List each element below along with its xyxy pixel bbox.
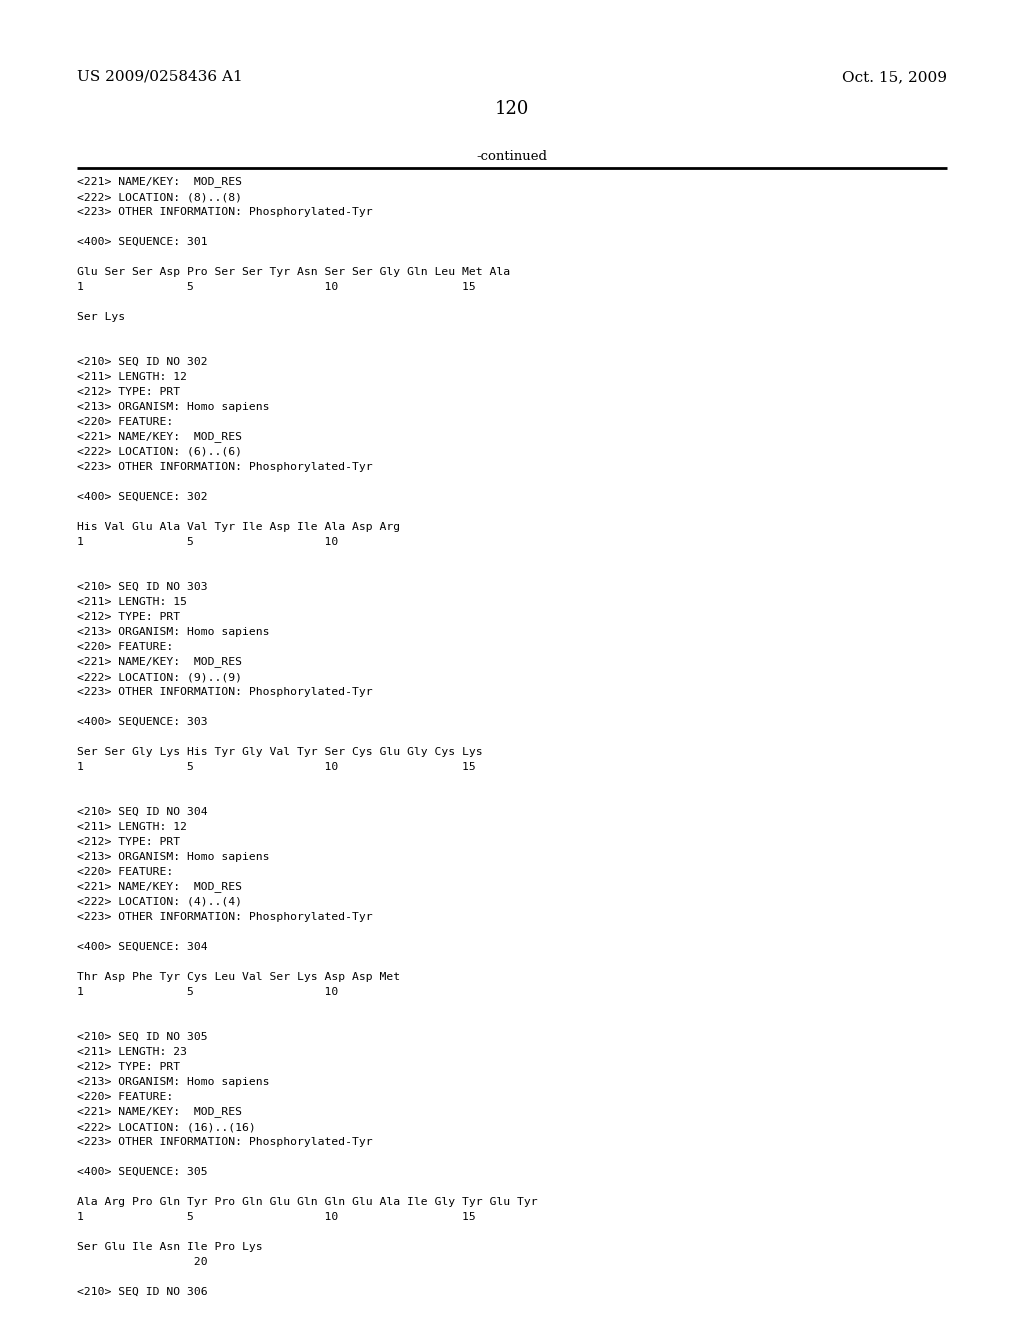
Text: <210> SEQ ID NO 302: <210> SEQ ID NO 302 (77, 356, 208, 367)
Text: <212> TYPE: PRT: <212> TYPE: PRT (77, 837, 180, 847)
Text: <220> FEATURE:: <220> FEATURE: (77, 417, 173, 426)
Text: <400> SEQUENCE: 305: <400> SEQUENCE: 305 (77, 1167, 208, 1177)
Text: Glu Ser Ser Asp Pro Ser Ser Tyr Asn Ser Ser Gly Gln Leu Met Ala: Glu Ser Ser Asp Pro Ser Ser Tyr Asn Ser … (77, 267, 510, 277)
Text: Ser Glu Ile Asn Ile Pro Lys: Ser Glu Ile Asn Ile Pro Lys (77, 1242, 262, 1251)
Text: <220> FEATURE:: <220> FEATURE: (77, 642, 173, 652)
Text: <223> OTHER INFORMATION: Phosphorylated-Tyr: <223> OTHER INFORMATION: Phosphorylated-… (77, 1137, 373, 1147)
Text: <400> SEQUENCE: 304: <400> SEQUENCE: 304 (77, 942, 208, 952)
Text: <211> LENGTH: 15: <211> LENGTH: 15 (77, 597, 187, 607)
Text: <221> NAME/KEY:  MOD_RES: <221> NAME/KEY: MOD_RES (77, 656, 242, 667)
Text: <223> OTHER INFORMATION: Phosphorylated-Tyr: <223> OTHER INFORMATION: Phosphorylated-… (77, 686, 373, 697)
Text: <221> NAME/KEY:  MOD_RES: <221> NAME/KEY: MOD_RES (77, 1106, 242, 1117)
Text: <221> NAME/KEY:  MOD_RES: <221> NAME/KEY: MOD_RES (77, 432, 242, 442)
Text: <222> LOCATION: (6)..(6): <222> LOCATION: (6)..(6) (77, 447, 242, 457)
Text: Ala Arg Pro Gln Tyr Pro Gln Glu Gln Gln Glu Ala Ile Gly Tyr Glu Tyr: Ala Arg Pro Gln Tyr Pro Gln Glu Gln Gln … (77, 1197, 538, 1206)
Text: <213> ORGANISM: Homo sapiens: <213> ORGANISM: Homo sapiens (77, 627, 269, 638)
Text: Ser Ser Gly Lys His Tyr Gly Val Tyr Ser Cys Glu Gly Cys Lys: Ser Ser Gly Lys His Tyr Gly Val Tyr Ser … (77, 747, 482, 756)
Text: <400> SEQUENCE: 302: <400> SEQUENCE: 302 (77, 492, 208, 502)
Text: <210> SEQ ID NO 304: <210> SEQ ID NO 304 (77, 807, 208, 817)
Text: <223> OTHER INFORMATION: Phosphorylated-Tyr: <223> OTHER INFORMATION: Phosphorylated-… (77, 207, 373, 216)
Text: <220> FEATURE:: <220> FEATURE: (77, 1092, 173, 1102)
Text: <400> SEQUENCE: 303: <400> SEQUENCE: 303 (77, 717, 208, 727)
Text: <213> ORGANISM: Homo sapiens: <213> ORGANISM: Homo sapiens (77, 1077, 269, 1086)
Text: <212> TYPE: PRT: <212> TYPE: PRT (77, 1063, 180, 1072)
Text: <211> LENGTH: 12: <211> LENGTH: 12 (77, 822, 187, 832)
Text: <212> TYPE: PRT: <212> TYPE: PRT (77, 612, 180, 622)
Text: 1               5                   10: 1 5 10 (77, 987, 338, 997)
Text: <212> TYPE: PRT: <212> TYPE: PRT (77, 387, 180, 397)
Text: 20: 20 (77, 1257, 208, 1267)
Text: <221> NAME/KEY:  MOD_RES: <221> NAME/KEY: MOD_RES (77, 176, 242, 187)
Text: His Val Glu Ala Val Tyr Ile Asp Ile Ala Asp Arg: His Val Glu Ala Val Tyr Ile Asp Ile Ala … (77, 521, 400, 532)
Text: <210> SEQ ID NO 306: <210> SEQ ID NO 306 (77, 1287, 208, 1298)
Text: <222> LOCATION: (4)..(4): <222> LOCATION: (4)..(4) (77, 898, 242, 907)
Text: Ser Lys: Ser Lys (77, 312, 125, 322)
Text: 1               5                   10                  15: 1 5 10 15 (77, 1212, 476, 1222)
Text: 1               5                   10: 1 5 10 (77, 537, 338, 546)
Text: US 2009/0258436 A1: US 2009/0258436 A1 (77, 70, 243, 84)
Text: 1               5                   10                  15: 1 5 10 15 (77, 282, 476, 292)
Text: Thr Asp Phe Tyr Cys Leu Val Ser Lys Asp Asp Met: Thr Asp Phe Tyr Cys Leu Val Ser Lys Asp … (77, 972, 400, 982)
Text: <211> LENGTH: 12: <211> LENGTH: 12 (77, 372, 187, 381)
Text: <222> LOCATION: (16)..(16): <222> LOCATION: (16)..(16) (77, 1122, 256, 1133)
Text: 120: 120 (495, 100, 529, 117)
Text: 1               5                   10                  15: 1 5 10 15 (77, 762, 476, 772)
Text: <222> LOCATION: (8)..(8): <222> LOCATION: (8)..(8) (77, 191, 242, 202)
Text: <400> SEQUENCE: 301: <400> SEQUENCE: 301 (77, 238, 208, 247)
Text: <213> ORGANISM: Homo sapiens: <213> ORGANISM: Homo sapiens (77, 403, 269, 412)
Text: <220> FEATURE:: <220> FEATURE: (77, 867, 173, 876)
Text: <223> OTHER INFORMATION: Phosphorylated-Tyr: <223> OTHER INFORMATION: Phosphorylated-… (77, 912, 373, 921)
Text: <213> ORGANISM: Homo sapiens: <213> ORGANISM: Homo sapiens (77, 851, 269, 862)
Text: <223> OTHER INFORMATION: Phosphorylated-Tyr: <223> OTHER INFORMATION: Phosphorylated-… (77, 462, 373, 473)
Text: <210> SEQ ID NO 303: <210> SEQ ID NO 303 (77, 582, 208, 591)
Text: <221> NAME/KEY:  MOD_RES: <221> NAME/KEY: MOD_RES (77, 880, 242, 892)
Text: <222> LOCATION: (9)..(9): <222> LOCATION: (9)..(9) (77, 672, 242, 682)
Text: <210> SEQ ID NO 305: <210> SEQ ID NO 305 (77, 1032, 208, 1041)
Text: Oct. 15, 2009: Oct. 15, 2009 (842, 70, 947, 84)
Text: <211> LENGTH: 23: <211> LENGTH: 23 (77, 1047, 187, 1057)
Text: -continued: -continued (476, 150, 548, 162)
